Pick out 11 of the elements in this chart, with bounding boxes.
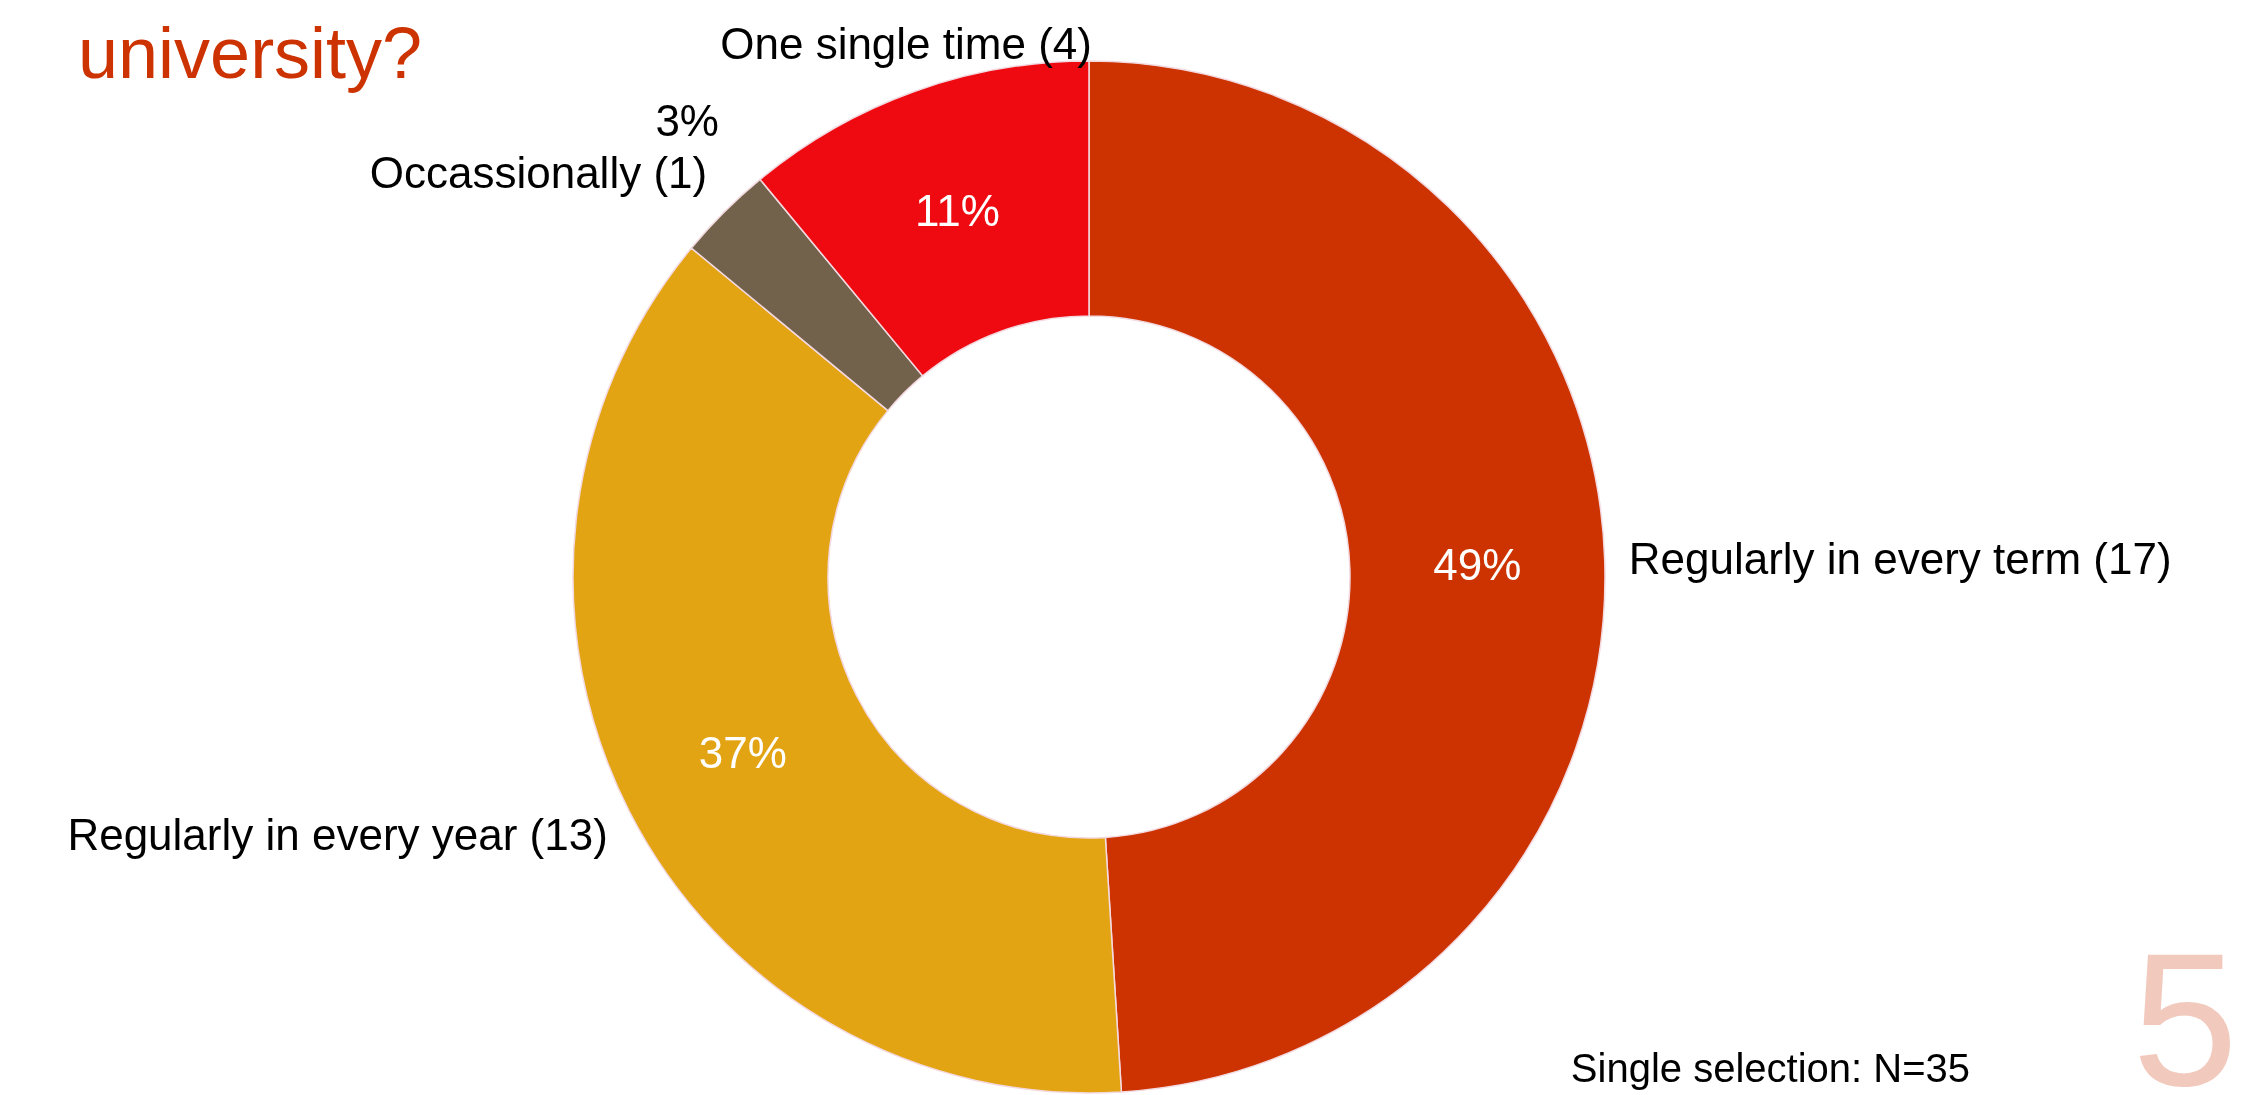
- data-label: 49%: [1433, 539, 1522, 589]
- slice-label: Regularly in every year (13): [67, 809, 608, 859]
- data-label: 11%: [914, 186, 1000, 236]
- slice-label: Regularly in every term (17): [1628, 534, 2172, 584]
- text: 5: [2132, 913, 2238, 1095]
- chart-title: university?: [78, 13, 423, 93]
- data-label: 3%: [655, 95, 719, 145]
- slice-label: Occassionally (1): [369, 147, 708, 197]
- slice-label: One single time (4): [720, 18, 1092, 68]
- data-label: 37%: [698, 728, 787, 778]
- text: Single selection: N=35: [1570, 1046, 1970, 1090]
